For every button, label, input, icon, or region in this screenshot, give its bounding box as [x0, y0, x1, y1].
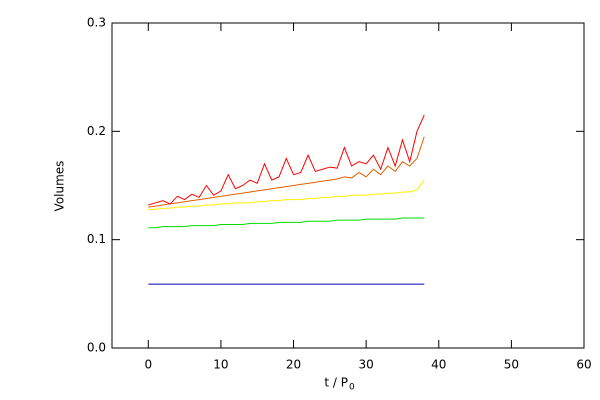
x-tick-label: 0 [144, 358, 152, 372]
x-tick-label: 10 [213, 358, 228, 372]
y-tick-label: 0.1 [87, 232, 106, 246]
series-line [148, 114, 425, 206]
y-tick-label: 0.3 [87, 16, 106, 30]
y-tick-label: 0.0 [87, 341, 106, 355]
y-tick-label: 0.2 [87, 124, 106, 138]
x-tick-label: 40 [431, 358, 446, 372]
y-axis-label: Volumes [53, 161, 67, 212]
x-tick-label: 60 [576, 358, 591, 372]
x-tick-label: 30 [359, 358, 374, 372]
x-axis-label: t / P [324, 376, 348, 390]
series-line [148, 217, 425, 229]
x-tick-label: 20 [286, 358, 301, 372]
series-line [148, 179, 425, 210]
x-tick-label: 50 [504, 358, 519, 372]
x-axis-label-subscript: 0 [349, 383, 355, 393]
plot-frame [111, 22, 585, 349]
series-line [148, 136, 425, 208]
